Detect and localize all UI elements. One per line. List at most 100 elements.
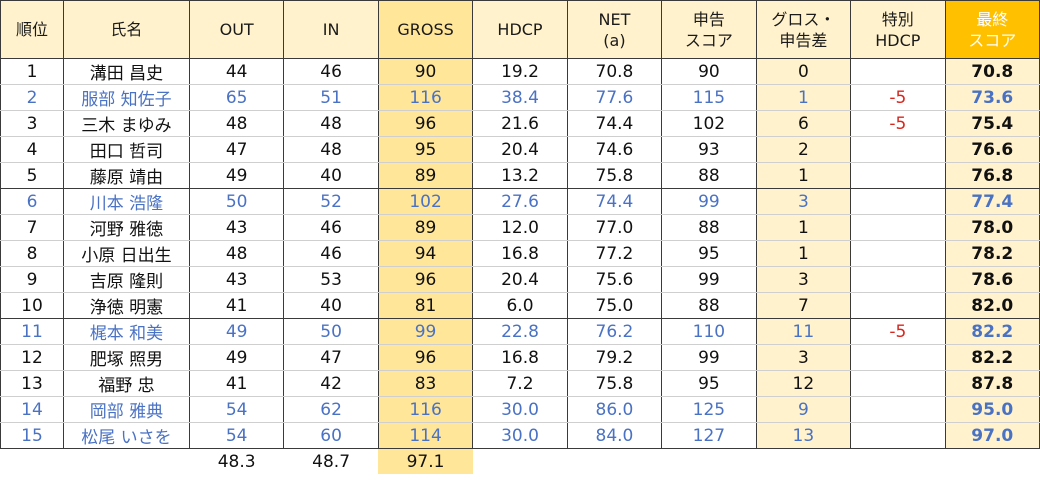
rank-cell: 15 bbox=[0, 422, 64, 449]
reported-score-cell: 99 bbox=[661, 266, 757, 293]
in-cell: 50 bbox=[283, 318, 379, 345]
table-row: 10 浄徳 明憲 41 40 81 6.0 75.0 88 7 82.0 bbox=[0, 292, 1040, 319]
table-row: 15 松尾 いさを 54 60 114 30.0 84.0 127 13 97.0 bbox=[0, 422, 1040, 449]
player-name-cell: 藤原 靖由 bbox=[62, 162, 190, 189]
out-cell: 50 bbox=[188, 188, 285, 215]
out-cell: 48 bbox=[188, 110, 285, 137]
gross-cell: 94 bbox=[377, 240, 474, 267]
header-name: 氏名 bbox=[62, 0, 190, 59]
special-hdcp-cell: -5 bbox=[850, 110, 946, 137]
special-hdcp-cell bbox=[850, 188, 946, 215]
header-special-sublabel: HDCP bbox=[875, 30, 921, 50]
net-cell: 74.4 bbox=[566, 188, 663, 215]
table-row: 9 吉原 隆則 43 53 96 20.4 75.6 99 3 78.6 bbox=[0, 266, 1040, 293]
header-diff-label: グロス・ bbox=[771, 9, 836, 29]
table-row: 2 服部 知佐子 65 51 116 38.4 77.6 115 1 -5 73.6 bbox=[0, 84, 1040, 111]
player-name-cell: 岡部 雅典 bbox=[62, 396, 190, 423]
out-cell: 44 bbox=[188, 58, 285, 85]
player-name-cell: 梶本 和美 bbox=[62, 318, 190, 345]
net-cell: 75.8 bbox=[566, 162, 663, 189]
hdcp-cell: 6.0 bbox=[472, 292, 568, 319]
header-diff-sublabel: 申告差 bbox=[779, 30, 828, 50]
gross-cell: 99 bbox=[377, 318, 474, 345]
average-in: 48.7 bbox=[312, 451, 351, 472]
average-spacer bbox=[851, 449, 945, 475]
special-hdcp-cell bbox=[850, 370, 946, 397]
player-name-cell: 溝田 昌史 bbox=[62, 58, 190, 85]
header-hdcp: HDCP bbox=[472, 0, 568, 59]
net-cell: 76.2 bbox=[566, 318, 663, 345]
player-name-cell: 吉原 隆則 bbox=[62, 266, 190, 293]
final-score-cell: 73.6 bbox=[944, 84, 1040, 111]
average-spacer bbox=[567, 449, 661, 475]
final-score-cell: 78.6 bbox=[944, 266, 1040, 293]
reported-score-cell: 99 bbox=[661, 188, 757, 215]
net-cell: 77.0 bbox=[566, 214, 663, 241]
average-spacer bbox=[945, 449, 1039, 475]
gross-cell: 116 bbox=[377, 396, 474, 423]
player-name-cell: 服部 知佐子 bbox=[62, 84, 190, 111]
header-row: 順位 氏名 OUT IN GROSS HDCP NET (a) 申告 スコア グロス… bbox=[0, 0, 1040, 59]
table-row: 1 溝田 昌史 44 46 90 19.2 70.8 90 0 70.8 bbox=[0, 58, 1040, 85]
gross-cell: 89 bbox=[377, 162, 474, 189]
hdcp-cell: 16.8 bbox=[472, 240, 568, 267]
header-special-hdcp: 特別 HDCP bbox=[850, 0, 946, 59]
special-hdcp-cell bbox=[850, 396, 946, 423]
header-final: 最終 スコア bbox=[944, 0, 1040, 59]
hdcp-cell: 19.2 bbox=[472, 58, 568, 85]
table-row: 11 梶本 和美 49 50 99 22.8 76.2 110 11 -5 82.2 bbox=[0, 318, 1040, 345]
gross-diff-cell: 6 bbox=[755, 110, 852, 137]
net-cell: 86.0 bbox=[566, 396, 663, 423]
reported-score-cell: 99 bbox=[661, 344, 757, 371]
out-cell: 49 bbox=[188, 344, 285, 371]
average-spacer bbox=[662, 449, 756, 475]
special-hdcp-cell bbox=[850, 422, 946, 449]
rank-cell: 8 bbox=[0, 240, 64, 267]
net-cell: 84.0 bbox=[566, 422, 663, 449]
gross-cell: 81 bbox=[377, 292, 474, 319]
rank-cell: 3 bbox=[0, 110, 64, 137]
gross-diff-cell: 9 bbox=[755, 396, 852, 423]
in-cell: 62 bbox=[283, 396, 379, 423]
net-cell: 77.6 bbox=[566, 84, 663, 111]
net-cell: 75.8 bbox=[566, 370, 663, 397]
reported-score-cell: 93 bbox=[661, 136, 757, 163]
hdcp-cell: 30.0 bbox=[472, 396, 568, 423]
hdcp-cell: 21.6 bbox=[472, 110, 568, 137]
out-cell: 49 bbox=[188, 318, 285, 345]
hdcp-cell: 12.0 bbox=[472, 214, 568, 241]
header-in-label: IN bbox=[322, 20, 340, 39]
table-row: 12 肥塚 照男 49 47 96 16.8 79.2 99 3 82.2 bbox=[0, 344, 1040, 371]
final-score-cell: 82.2 bbox=[944, 344, 1040, 371]
special-hdcp-cell bbox=[850, 162, 946, 189]
table-row: 4 田口 哲司 47 48 95 20.4 74.6 93 2 76.6 bbox=[0, 136, 1040, 163]
hdcp-cell: 27.6 bbox=[472, 188, 568, 215]
gross-diff-cell: 13 bbox=[755, 422, 852, 449]
header-final-label: 最終 bbox=[976, 9, 1009, 29]
reported-score-cell: 125 bbox=[661, 396, 757, 423]
in-cell: 52 bbox=[283, 188, 379, 215]
reported-score-cell: 88 bbox=[661, 214, 757, 241]
rank-cell: 10 bbox=[0, 292, 64, 319]
final-score-cell: 77.4 bbox=[944, 188, 1040, 215]
special-hdcp-cell: -5 bbox=[850, 318, 946, 345]
in-cell: 46 bbox=[283, 58, 379, 85]
header-reported-label: 申告 bbox=[692, 9, 725, 29]
reported-score-cell: 88 bbox=[661, 292, 757, 319]
reported-score-cell: 110 bbox=[661, 318, 757, 345]
score-rows: 1 溝田 昌史 44 46 90 19.2 70.8 90 0 70.8 2 服部 知佐子 65 51 11… bbox=[0, 58, 1040, 449]
reported-score-cell: 95 bbox=[661, 240, 757, 267]
gross-cell: 89 bbox=[377, 214, 474, 241]
header-name-label: 氏名 bbox=[110, 20, 143, 39]
out-cell: 49 bbox=[188, 162, 285, 189]
rank-cell: 2 bbox=[0, 84, 64, 111]
final-score-cell: 76.6 bbox=[944, 136, 1040, 163]
net-cell: 75.6 bbox=[566, 266, 663, 293]
gross-diff-cell: 3 bbox=[755, 188, 852, 215]
player-name-cell: 小原 日出生 bbox=[62, 240, 190, 267]
gross-diff-cell: 1 bbox=[755, 84, 852, 111]
net-cell: 74.6 bbox=[566, 136, 663, 163]
table-row: 5 藤原 靖由 49 40 89 13.2 75.8 88 1 76.8 bbox=[0, 162, 1040, 189]
net-cell: 79.2 bbox=[566, 344, 663, 371]
rank-cell: 5 bbox=[0, 162, 64, 189]
